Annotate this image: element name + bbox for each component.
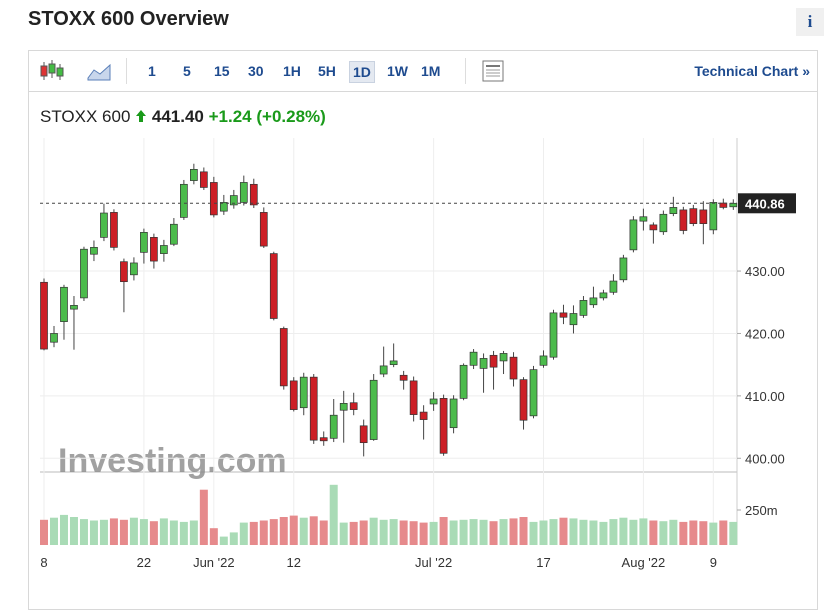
- interval-button[interactable]: 1M: [421, 63, 441, 79]
- table-icon[interactable]: [480, 58, 506, 84]
- area-icon[interactable]: [84, 56, 114, 86]
- quote-price: 441.40: [151, 107, 204, 126]
- info-button[interactable]: i: [796, 8, 824, 36]
- interval-button[interactable]: 1D: [349, 61, 375, 83]
- separator: [126, 58, 127, 84]
- separator: [465, 58, 466, 84]
- interval-button[interactable]: 1: [148, 63, 156, 79]
- interval-button[interactable]: 5H: [318, 63, 336, 79]
- interval-button[interactable]: 1W: [387, 63, 408, 79]
- candle-icon[interactable]: [36, 56, 66, 86]
- up-arrow: [136, 110, 147, 122]
- page-title: STOXX 600 Overview: [28, 8, 229, 30]
- chart-frame: [28, 50, 818, 610]
- interval-button[interactable]: 1H: [283, 63, 301, 79]
- interval-button[interactable]: 30: [248, 63, 264, 79]
- interval-button[interactable]: 5: [183, 63, 191, 79]
- quote-change: +1.24: [208, 107, 252, 126]
- technical-chart-link[interactable]: Technical Chart »: [694, 63, 810, 79]
- toolbar: Technical Chart » 1 5 15 30 1H 5H 1D 1W 1M: [28, 50, 818, 92]
- quote: STOXX 600 441.40 +1.24 (+0.28%): [40, 107, 326, 127]
- quote-name: STOXX 600: [40, 107, 131, 126]
- quote-change-pct: (+0.28%): [256, 107, 326, 126]
- interval-button[interactable]: 15: [214, 63, 230, 79]
